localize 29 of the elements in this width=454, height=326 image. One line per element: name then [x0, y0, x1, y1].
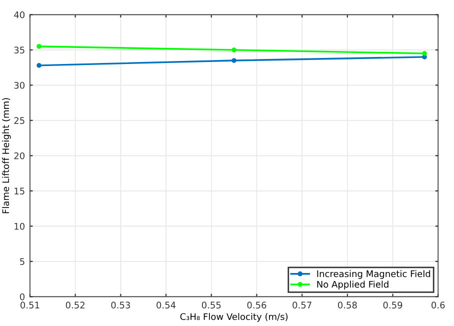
- x-tick-label: 0.52: [66, 302, 84, 309]
- y-tick-label: 15: [14, 188, 24, 194]
- y-tick-label: 40: [14, 11, 25, 18]
- legend-label: No Applied Field: [317, 280, 388, 290]
- x-tick-label: 0.59: [383, 302, 402, 309]
- point: [36, 44, 42, 49]
- y-tick-label: 5: [20, 258, 24, 265]
- point: [232, 47, 236, 52]
- point: [36, 62, 42, 68]
- y-axis-title: Flame Liftoff Height (mm): [2, 98, 11, 214]
- point: [422, 54, 427, 60]
- x-tick-label: 0.55: [202, 302, 221, 309]
- x-tick-label: 0.56: [247, 302, 266, 309]
- point: [422, 51, 427, 56]
- y-tick-label: 10: [14, 222, 25, 230]
- x-axis-title: C₃H₈ Flow Velocity (m/s): [180, 313, 288, 322]
- x-tick-label: 0.51: [20, 302, 40, 309]
- point: [232, 58, 236, 63]
- y-tick-label: 20: [14, 152, 25, 160]
- x-tick-label: 0.54: [156, 302, 176, 309]
- y-tick-label: 35: [14, 46, 24, 54]
- x-tick-label: 0.58: [338, 302, 357, 309]
- legend-label: Increasing Magnetic Field: [317, 270, 430, 279]
- x-tick-label: 0.57: [292, 302, 312, 309]
- y-tick-label: 25: [14, 117, 24, 124]
- x-tick-label: 0.6: [432, 302, 445, 309]
- x-tick-label: 0.53: [111, 302, 130, 309]
- y-tick-label: 0: [20, 293, 25, 300]
- y-tick-label: 30: [14, 82, 25, 89]
